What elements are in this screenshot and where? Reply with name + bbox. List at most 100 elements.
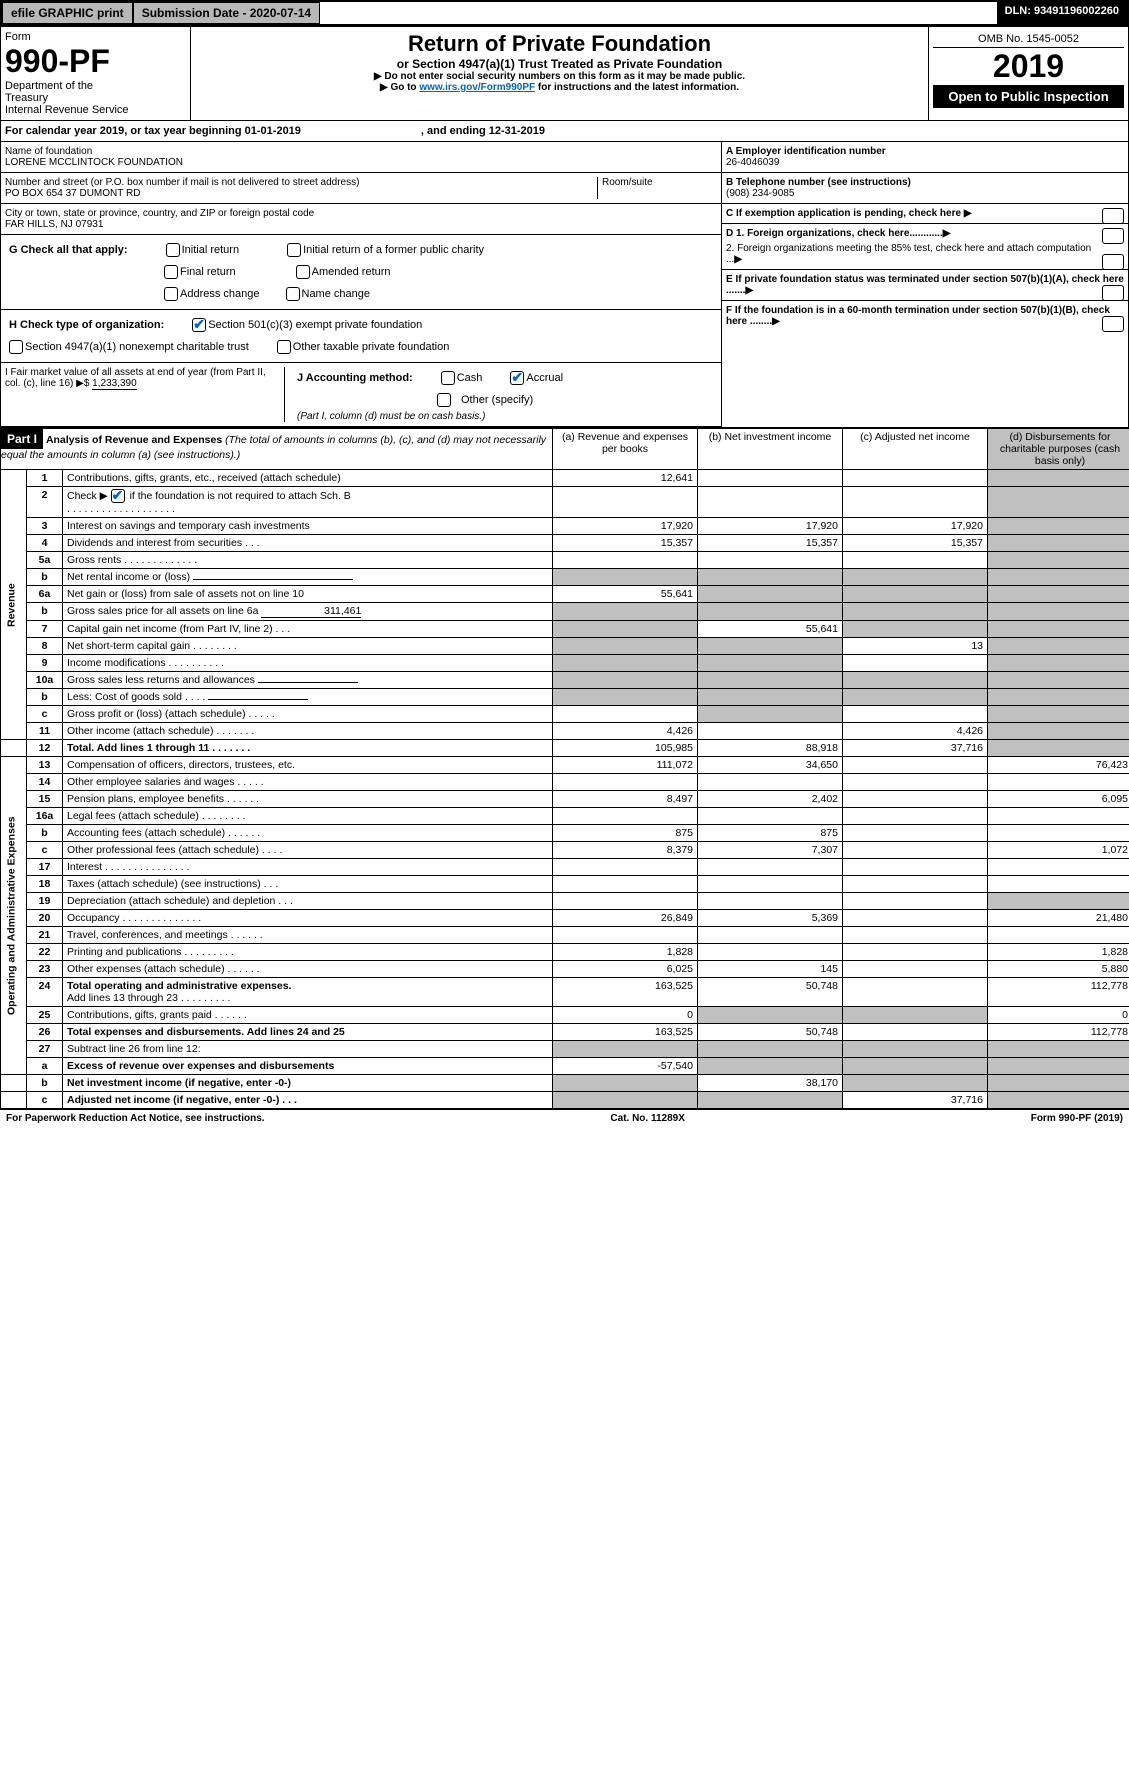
name-label: Name of foundation	[5, 146, 717, 157]
instruction-1: ▶ Do not enter social security numbers o…	[195, 71, 924, 82]
addr-change-checkbox[interactable]	[164, 287, 178, 301]
4947-checkbox[interactable]	[9, 340, 23, 354]
row-6b: bGross sales price for all assets on lin…	[1, 603, 1129, 621]
row-27c: cAdjusted net income (if negative, enter…	[1, 1092, 1129, 1109]
r6a-desc: Net gain or (loss) from sale of assets n…	[63, 586, 553, 603]
row-7: 7Capital gain net income (from Part IV, …	[1, 621, 1129, 638]
tax-year: 2019	[933, 48, 1124, 85]
r3-desc: Interest on savings and temporary cash i…	[63, 518, 553, 535]
former-charity-checkbox[interactable]	[287, 243, 301, 257]
j-label: J Accounting method:	[297, 372, 413, 384]
e-cell: E If private foundation status was termi…	[722, 270, 1128, 301]
row-24: 24Total operating and administrative exp…	[1, 978, 1129, 1007]
r6b-desc: Gross sales price for all assets on line…	[63, 603, 553, 621]
r17-desc: Interest . . . . . . . . . . . . . . .	[63, 859, 553, 876]
g-label: G Check all that apply:	[9, 244, 128, 256]
row-9: 9Income modifications . . . . . . . . . …	[1, 655, 1129, 672]
row-27b: bNet investment income (if negative, ent…	[1, 1075, 1129, 1092]
row-10c: cGross profit or (loss) (attach schedule…	[1, 706, 1129, 723]
row-21: 21Travel, conferences, and meetings . . …	[1, 927, 1129, 944]
r8-desc: Net short-term capital gain . . . . . . …	[63, 638, 553, 655]
row-13: Operating and Administrative Expenses 13…	[1, 757, 1129, 774]
header-center: Return of Private Foundation or Section …	[191, 27, 928, 120]
r19-desc: Depreciation (attach schedule) and deple…	[63, 893, 553, 910]
other-method-checkbox[interactable]	[437, 393, 451, 407]
row-12: 12Total. Add lines 1 through 11 . . . . …	[1, 740, 1129, 757]
r5b-desc: Net rental income or (loss)	[63, 569, 553, 586]
r27b-desc: Net investment income (if negative, ente…	[63, 1075, 553, 1092]
r16b-desc: Accounting fees (attach schedule) . . . …	[63, 825, 553, 842]
row-3: 3Interest on savings and temporary cash …	[1, 518, 1129, 535]
row-23: 23Other expenses (attach schedule) . . .…	[1, 961, 1129, 978]
form-title: Return of Private Foundation	[195, 31, 924, 57]
f-label: F If the foundation is in a 60-month ter…	[726, 305, 1110, 327]
addr-change-label: Address change	[180, 288, 260, 300]
city-cell: City or town, state or province, country…	[1, 204, 721, 235]
city-value: FAR HILLS, NJ 07931	[5, 219, 717, 230]
row-10b: bLess: Cost of goods sold . . . .	[1, 689, 1129, 706]
r13-desc: Compensation of officers, directors, tru…	[63, 757, 553, 774]
r27a-desc: Excess of revenue over expenses and disb…	[63, 1058, 553, 1075]
row-20: 20Occupancy . . . . . . . . . . . . . .2…	[1, 910, 1129, 927]
row-25: 25Contributions, gifts, grants paid . . …	[1, 1007, 1129, 1024]
f-cell: F If the foundation is in a 60-month ter…	[722, 301, 1128, 331]
amended-label: Amended return	[312, 266, 391, 278]
footer-left: For Paperwork Reduction Act Notice, see …	[6, 1113, 265, 1124]
cash-checkbox[interactable]	[441, 371, 455, 385]
header-right: OMB No. 1545-0052 2019 Open to Public In…	[928, 27, 1128, 120]
r4-desc: Dividends and interest from securities .…	[63, 535, 553, 552]
efile-button[interactable]: efile GRAPHIC print	[2, 2, 133, 24]
a-label: A Employer identification number	[726, 146, 886, 157]
r25-desc: Contributions, gifts, grants paid . . . …	[63, 1007, 553, 1024]
c-checkbox[interactable]	[1102, 208, 1124, 224]
final-return-label: Final return	[180, 266, 236, 278]
info-right-col: A Employer identification number 26-4046…	[721, 142, 1128, 427]
d2-checkbox[interactable]	[1102, 254, 1124, 270]
section-i-j: I Fair market value of all assets at end…	[1, 363, 721, 427]
cash-label: Cash	[457, 372, 483, 384]
e-checkbox[interactable]	[1102, 285, 1124, 301]
dept-line2: Treasury	[5, 92, 186, 104]
name-change-checkbox[interactable]	[286, 287, 300, 301]
row-10a: 10aGross sales less returns and allowanc…	[1, 672, 1129, 689]
open-to-public: Open to Public Inspection	[933, 85, 1124, 108]
accrual-checkbox[interactable]	[510, 371, 524, 385]
part1-title: Analysis of Revenue and Expenses	[46, 434, 222, 446]
final-return-checkbox[interactable]	[164, 265, 178, 279]
cal-year-end: , and ending 12-31-2019	[421, 125, 545, 137]
r15-desc: Pension plans, employee benefits . . . .…	[63, 791, 553, 808]
row-16b: bAccounting fees (attach schedule) . . .…	[1, 825, 1129, 842]
row-14: 14Other employee salaries and wages . . …	[1, 774, 1129, 791]
r10c-desc: Gross profit or (loss) (attach schedule)…	[63, 706, 553, 723]
r10a-desc: Gross sales less returns and allowances	[63, 672, 553, 689]
4947-label: Section 4947(a)(1) nonexempt charitable …	[25, 341, 249, 353]
form-header: Form 990-PF Department of the Treasury I…	[0, 26, 1129, 121]
foundation-name: LORENE MCCLINTOCK FOUNDATION	[5, 157, 717, 168]
r10b-desc: Less: Cost of goods sold . . . .	[63, 689, 553, 706]
other-taxable-checkbox[interactable]	[277, 340, 291, 354]
irs-link[interactable]: www.irs.gov/Form990PF	[419, 82, 535, 93]
r23-desc: Other expenses (attach schedule) . . . .…	[63, 961, 553, 978]
r5a-desc: Gross rents . . . . . . . . . . . . .	[63, 552, 553, 569]
ein-cell: A Employer identification number 26-4046…	[722, 142, 1128, 173]
r11-desc: Other income (attach schedule) . . . . .…	[63, 723, 553, 740]
r22-desc: Printing and publications . . . . . . . …	[63, 944, 553, 961]
form-label: Form	[5, 31, 186, 43]
initial-return-checkbox[interactable]	[166, 243, 180, 257]
row-16a: 16aLegal fees (attach schedule) . . . . …	[1, 808, 1129, 825]
sch-b-checkbox[interactable]	[111, 489, 125, 503]
row-17: 17Interest . . . . . . . . . . . . . . .	[1, 859, 1129, 876]
r27c-desc: Adjusted net income (if negative, enter …	[63, 1092, 553, 1109]
501c3-checkbox[interactable]	[192, 318, 206, 332]
submission-date: Submission Date - 2020-07-14	[133, 2, 320, 24]
f-checkbox[interactable]	[1102, 316, 1124, 332]
r24-desc: Total operating and administrative expen…	[63, 978, 553, 1007]
amended-checkbox[interactable]	[296, 265, 310, 279]
topbar-spacer	[320, 2, 336, 24]
row-19: 19Depreciation (attach schedule) and dep…	[1, 893, 1129, 910]
top-bar: efile GRAPHIC print Submission Date - 20…	[0, 0, 1129, 26]
d1-checkbox[interactable]	[1102, 228, 1124, 244]
r12-desc: Total. Add lines 1 through 11 . . . . . …	[63, 740, 553, 757]
expenses-section-label: Operating and Administrative Expenses	[1, 757, 27, 1075]
ein-value: 26-4046039	[726, 157, 1124, 168]
